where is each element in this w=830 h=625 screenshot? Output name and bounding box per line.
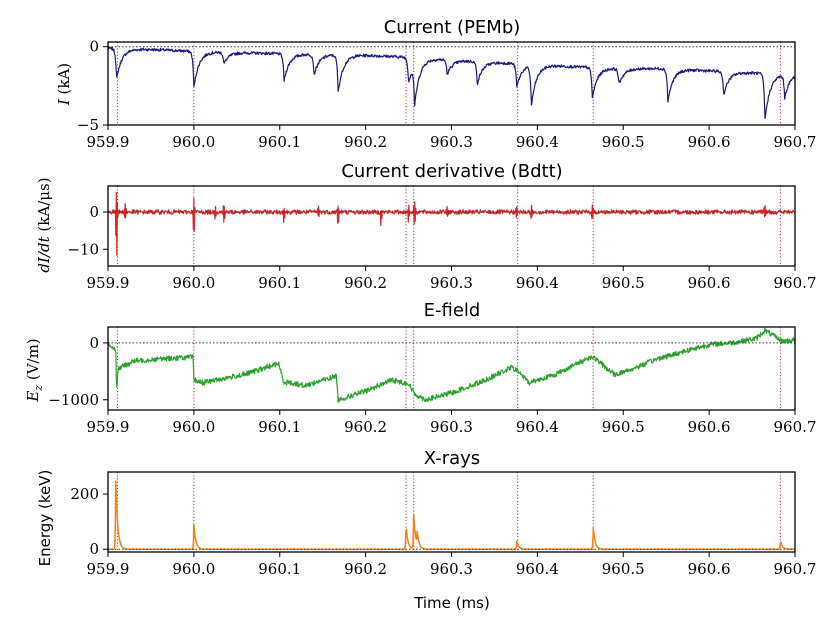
current-xtick-label-8: 960.7 (774, 133, 817, 151)
current-xtick-label-5: 960.4 (516, 133, 559, 151)
derivative-xtick-label-0: 959.9 (87, 274, 130, 292)
xrays-ytick-label-0: 0 (89, 540, 99, 558)
derivative-xtick-label-1: 960.0 (172, 274, 215, 292)
derivative-xtick-label-8: 960.7 (774, 274, 817, 292)
efield-xtick-label-2: 960.1 (258, 418, 301, 436)
derivative-series-line (108, 191, 795, 257)
xrays-panel: X-rays 959.9 960.0 960.1 960.2 960.3 960.4 960… (36, 448, 816, 612)
current-xtick-label-0: 959.9 (87, 133, 130, 151)
derivative-panel: Current derivative (Bdtt) 959.9 960.0 960.… (35, 161, 816, 292)
efield-panel: E-field 959.9 960.0 960.1 960.2 960.3 960.4 96… (24, 300, 816, 436)
efield-title: E-field (424, 300, 481, 321)
efield-xtick-label-0: 959.9 (87, 418, 130, 436)
xrays-xtick-label-7: 960.6 (688, 560, 731, 578)
current-xtick-label-4: 960.3 (430, 133, 473, 151)
efield-ylabel: Ez (V/m) (24, 338, 45, 402)
derivative-xtick-label-3: 960.2 (344, 274, 387, 292)
xrays-ylabel: Energy (keV) (36, 470, 54, 567)
efield-xtick-label-3: 960.2 (344, 418, 387, 436)
xrays-xtick-label-5: 960.4 (516, 560, 559, 578)
xrays-xtick-label-3: 960.2 (344, 560, 387, 578)
current-ytick-label-1: −5 (77, 116, 99, 134)
xrays-title: X-rays (424, 448, 480, 469)
xrays-xtick-label-4: 960.3 (430, 560, 473, 578)
xrays-xlabel: Time (ms) (413, 594, 490, 612)
efield-xtick-label-5: 960.4 (516, 418, 559, 436)
xrays-series-line (108, 480, 795, 551)
derivative-ytick-label-0: 0 (89, 203, 99, 221)
efield-xtick-label-7: 960.6 (688, 418, 731, 436)
current-ylabel: I (kA) (55, 63, 73, 106)
current-xtick-label-6: 960.5 (602, 133, 645, 151)
efield-xtick-label-4: 960.3 (430, 418, 473, 436)
xrays-xtick-label-1: 960.0 (172, 560, 215, 578)
derivative-ylabel: dI/dt (kA/μs) (35, 177, 53, 272)
current-xtick-label-1: 960.0 (172, 133, 215, 151)
xrays-xtick-label-0: 959.9 (87, 560, 130, 578)
derivative-xtick-label-6: 960.5 (602, 274, 645, 292)
derivative-title: Current derivative (Bdtt) (341, 161, 562, 182)
current-ytick-label-0: 0 (89, 38, 99, 56)
efield-series-line (108, 327, 795, 403)
derivative-xtick-label-5: 960.4 (516, 274, 559, 292)
efield-xtick-label-8: 960.7 (774, 418, 817, 436)
derivative-xtick-label-2: 960.1 (258, 274, 301, 292)
xrays-axes-frame (107, 471, 796, 553)
efield-ytick-label-1: −1000 (48, 391, 99, 409)
efield-xtick-label-1: 960.0 (172, 418, 215, 436)
current-xtick-label-7: 960.6 (688, 133, 731, 151)
derivative-ytick-label-1: −10 (67, 240, 99, 258)
current-xtick-label-3: 960.2 (344, 133, 387, 151)
derivative-xtick-label-4: 960.3 (430, 274, 473, 292)
xrays-xtick-label-6: 960.5 (602, 560, 645, 578)
efield-xtick-label-6: 960.5 (602, 418, 645, 436)
xrays-xtick-label-8: 960.7 (774, 560, 817, 578)
current-panel: Current (PEMb) 959.9 960.0 960.1 960.2 960.3… (55, 17, 816, 151)
xrays-xtick-label-2: 960.1 (258, 560, 301, 578)
xrays-ytick-label-1: 200 (70, 485, 99, 503)
efield-axes-frame (107, 326, 796, 411)
derivative-axes-frame (107, 185, 796, 267)
current-series-line (108, 46, 795, 120)
current-xtick-label-2: 960.1 (258, 133, 301, 151)
efield-ytick-label-0: 0 (89, 334, 99, 352)
current-title: Current (PEMb) (384, 17, 521, 38)
derivative-xtick-label-7: 960.6 (688, 274, 731, 292)
